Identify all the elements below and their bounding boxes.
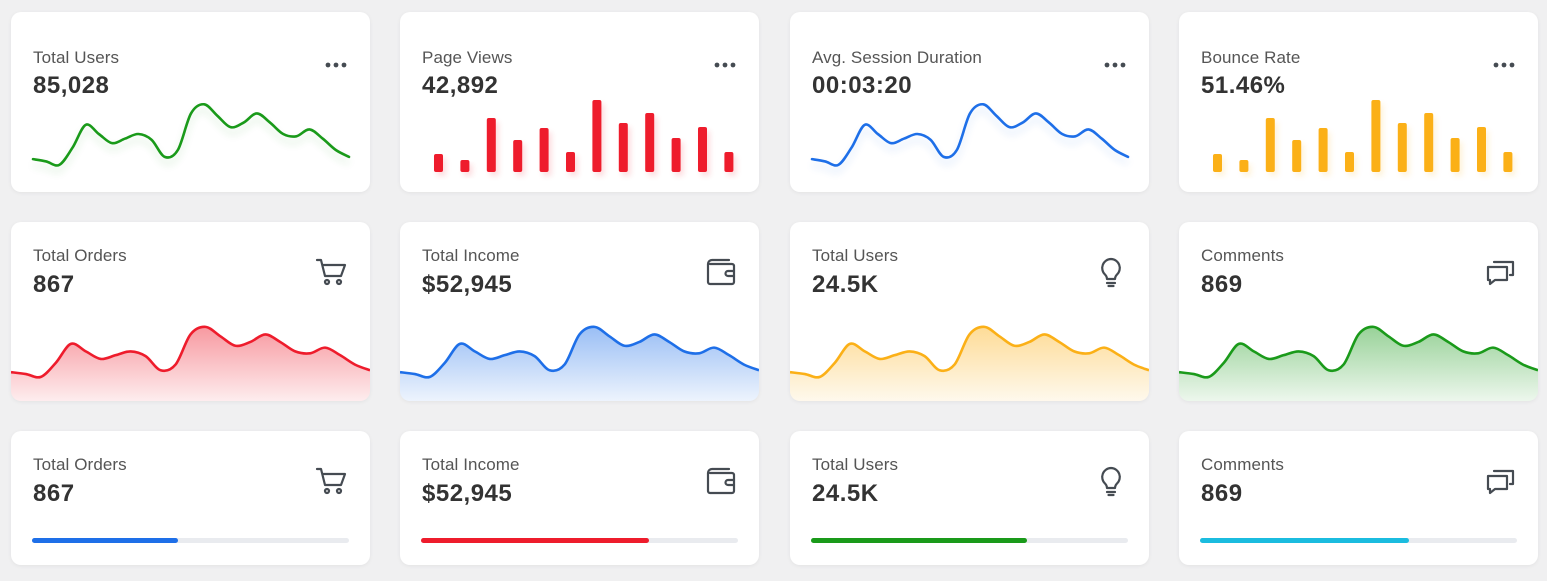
bar	[1213, 154, 1222, 172]
stat-card-total-users: Total Users 85,028	[11, 12, 370, 192]
comments-icon	[1482, 254, 1518, 290]
bar	[1292, 140, 1302, 172]
bar-chart	[1213, 100, 1516, 176]
sparkline-chart	[810, 102, 1130, 173]
bar	[1318, 128, 1328, 172]
card-title: Total Income	[422, 455, 520, 474]
more-horizontal-icon[interactable]	[324, 58, 348, 70]
area-chart	[790, 325, 1149, 401]
area-fill	[1179, 326, 1538, 401]
more-horizontal-icon[interactable]	[1492, 58, 1516, 70]
card-value: $52,945	[422, 271, 513, 298]
card-title: Total Users	[812, 246, 899, 265]
area-chart	[400, 325, 759, 401]
card-value: 51.46%	[1201, 72, 1286, 99]
card-title: Total Orders	[33, 246, 127, 265]
more-horizontal-icon[interactable]	[713, 58, 737, 70]
wallet-icon	[703, 463, 739, 499]
stat-card-total-income-area: Total Income $52,945	[400, 222, 759, 401]
sparkline-series	[810, 102, 1130, 167]
bar	[1397, 123, 1407, 172]
area-series	[400, 325, 759, 379]
area-series	[790, 325, 1149, 379]
progress-fill	[32, 538, 178, 543]
sparkline-chart	[31, 102, 351, 173]
bar-chart	[434, 100, 737, 176]
wallet-icon	[703, 254, 739, 290]
card-value: 869	[1201, 480, 1243, 507]
bar	[592, 100, 602, 172]
stat-card-total-orders-area: Total Orders 867	[11, 222, 370, 401]
card-value: 867	[33, 480, 75, 507]
card-title: Comments	[1201, 246, 1284, 265]
bar	[513, 140, 523, 172]
bar	[1265, 118, 1275, 172]
bar	[1239, 160, 1249, 172]
card-value: 00:03:20	[812, 72, 913, 99]
more-horizontal-icon[interactable]	[1103, 58, 1127, 70]
card-value: 42,892	[422, 72, 499, 99]
area-chart	[1179, 325, 1538, 401]
bar	[671, 138, 681, 172]
lightbulb-icon	[1093, 463, 1129, 499]
card-value: 867	[33, 271, 75, 298]
card-title: Total Users	[812, 455, 899, 474]
card-value: 869	[1201, 271, 1243, 298]
bar	[618, 123, 628, 172]
progress-bar	[421, 538, 738, 543]
progress-fill	[421, 538, 650, 543]
bar	[724, 152, 734, 172]
bar	[1345, 152, 1354, 172]
card-title: Total Orders	[33, 455, 127, 474]
stat-card-total-income-progress: Total Income $52,945	[400, 431, 759, 565]
stat-card-bounce-rate: Bounce Rate 51.46%	[1179, 12, 1538, 192]
card-title: Page Views	[422, 48, 513, 67]
area-chart	[11, 325, 370, 401]
stat-card-comments-progress: Comments 869	[1179, 431, 1538, 565]
bar	[1371, 100, 1381, 172]
stat-card-page-views: Page Views 42,892	[400, 12, 759, 192]
stat-card-total-orders-progress: Total Orders 867	[11, 431, 370, 565]
area-series	[1179, 325, 1538, 379]
card-title: Avg. Session Duration	[812, 48, 982, 67]
bar	[1503, 152, 1513, 172]
bar	[1477, 127, 1486, 172]
card-title: Total Income	[422, 246, 520, 265]
cart-icon	[314, 254, 350, 290]
bar	[1424, 113, 1434, 172]
card-value: 24.5K	[812, 480, 879, 507]
area-fill	[790, 326, 1149, 401]
sparkline-series	[31, 102, 351, 167]
stat-card-session-duration: Avg. Session Duration 00:03:20	[790, 12, 1149, 192]
bar	[645, 113, 655, 172]
stat-card-total-users-progress: Total Users 24.5K	[790, 431, 1149, 565]
card-value: 85,028	[33, 72, 110, 99]
progress-bar	[1200, 538, 1517, 543]
bar	[460, 160, 470, 172]
area-series	[11, 325, 370, 379]
card-title: Comments	[1201, 455, 1284, 474]
bar	[539, 128, 549, 172]
cart-icon	[314, 463, 350, 499]
lightbulb-icon	[1093, 254, 1129, 290]
stat-card-comments-area: Comments 869	[1179, 222, 1538, 401]
progress-bar	[32, 538, 349, 543]
area-fill	[11, 326, 370, 401]
area-fill	[400, 326, 759, 401]
bar	[698, 127, 707, 172]
progress-fill	[1200, 538, 1410, 543]
bar	[486, 118, 496, 172]
progress-fill	[811, 538, 1027, 543]
stat-card-total-users-area: Total Users 24.5K	[790, 222, 1149, 401]
card-title: Total Users	[33, 48, 120, 67]
card-value: 24.5K	[812, 271, 879, 298]
card-title: Bounce Rate	[1201, 48, 1301, 67]
comments-icon	[1482, 463, 1518, 499]
bar	[566, 152, 575, 172]
card-value: $52,945	[422, 480, 513, 507]
bar	[1450, 138, 1460, 172]
progress-bar	[811, 538, 1128, 543]
bar	[434, 154, 443, 172]
